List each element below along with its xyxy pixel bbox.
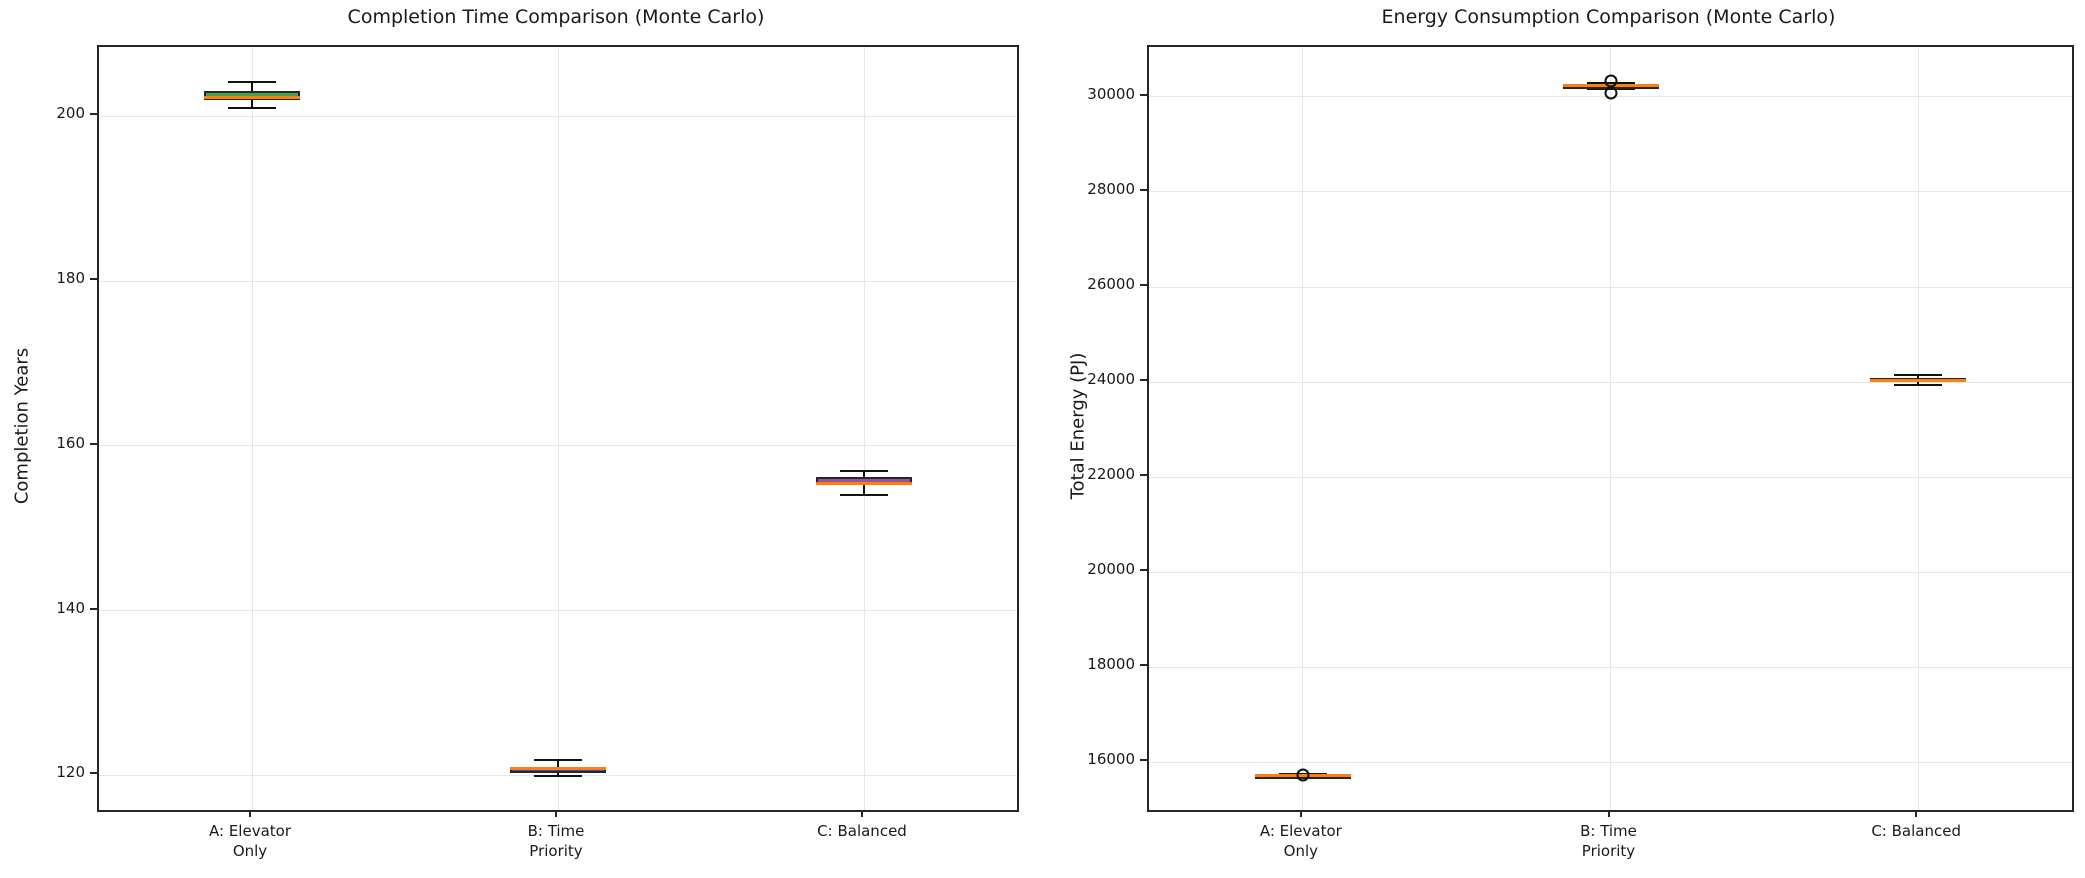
plot-area-energy-consumption bbox=[1147, 45, 2074, 812]
whisker-cap-upper bbox=[534, 758, 582, 761]
whisker-upper bbox=[863, 470, 865, 478]
panel-completion-time: Completion Time Comparison (Monte Carlo)… bbox=[0, 0, 1042, 878]
y-tick-mark bbox=[1140, 188, 1147, 191]
median-line bbox=[204, 95, 300, 99]
chart-title-energy-consumption: Energy Consumption Comparison (Monte Car… bbox=[1381, 6, 1836, 28]
x-tick-label: C: Balanced bbox=[817, 822, 907, 840]
x-gridline bbox=[557, 47, 559, 810]
y-tick-label: 28000 bbox=[1087, 179, 1135, 198]
y-tick-mark bbox=[90, 772, 97, 775]
whisker-cap-lower bbox=[534, 775, 582, 778]
whisker-upper bbox=[557, 759, 559, 768]
x-tick-label: B: Time Priority bbox=[1580, 822, 1637, 861]
x-tick-mark bbox=[555, 810, 557, 817]
y-tick-label: 22000 bbox=[1087, 465, 1135, 484]
plot-area-completion-time bbox=[97, 45, 1019, 812]
y-tick-mark bbox=[1140, 664, 1147, 667]
y-tick-mark bbox=[90, 113, 97, 116]
outlier-point bbox=[1604, 86, 1617, 100]
y-tick-label: 26000 bbox=[1087, 275, 1135, 294]
y-tick-mark bbox=[90, 607, 97, 610]
whisker-cap-lower bbox=[840, 494, 888, 497]
x-tick-label: A: Elevator Only bbox=[1259, 822, 1342, 861]
x-tick-mark bbox=[1299, 810, 1302, 817]
y-tick-mark bbox=[1140, 284, 1147, 287]
y-tick-label: 16000 bbox=[1087, 750, 1135, 769]
whisker-cap-upper bbox=[1894, 373, 1943, 376]
x-gridline bbox=[1610, 47, 1611, 810]
outlier-point bbox=[1296, 768, 1310, 782]
y-tick-mark bbox=[1140, 379, 1147, 382]
y-tick-mark bbox=[1140, 569, 1147, 572]
whisker-lower bbox=[863, 485, 865, 496]
x-tick-mark bbox=[249, 810, 251, 817]
whisker-cap-upper bbox=[228, 80, 276, 83]
y-tick-mark bbox=[1140, 93, 1147, 96]
y-tick-label: 160 bbox=[56, 433, 85, 452]
whisker-lower bbox=[557, 773, 559, 777]
y-tick-label: 20000 bbox=[1087, 560, 1135, 579]
whisker-upper bbox=[1917, 374, 1920, 378]
y-tick-label: 140 bbox=[56, 598, 85, 617]
y-tick-label: 180 bbox=[56, 269, 85, 287]
whisker-upper bbox=[251, 81, 253, 91]
y-tick-label: 200 bbox=[56, 104, 85, 123]
y-axis-label-completion-years: Completion Years bbox=[11, 347, 33, 505]
x-tick-label: B: Time Priority bbox=[527, 822, 585, 861]
y-tick-mark bbox=[90, 442, 97, 445]
x-tick-mark bbox=[861, 810, 863, 817]
x-tick-mark bbox=[1915, 810, 1918, 817]
y-tick-label: 24000 bbox=[1087, 370, 1135, 389]
y-tick-mark bbox=[90, 278, 97, 280]
median-line bbox=[1870, 378, 1967, 382]
median-line bbox=[510, 766, 606, 770]
x-tick-mark bbox=[1607, 810, 1610, 817]
y-tick-label: 30000 bbox=[1087, 84, 1135, 103]
panel-energy-consumption: Energy Consumption Comparison (Monte Car… bbox=[1042, 0, 2085, 878]
y-tick-mark bbox=[1140, 474, 1147, 477]
x-gridline bbox=[1917, 47, 1919, 810]
whisker-cap-upper bbox=[840, 469, 888, 472]
whisker-cap-lower bbox=[228, 106, 276, 109]
median-line bbox=[816, 481, 912, 485]
whisker-lower bbox=[251, 99, 253, 108]
x-gridline bbox=[863, 47, 865, 810]
y-tick-label: 120 bbox=[56, 763, 85, 782]
x-tick-label: C: Balanced bbox=[1871, 822, 1961, 840]
chart-title-completion-time: Completion Time Comparison (Monte Carlo) bbox=[347, 6, 765, 28]
x-tick-label: A: Elevator Only bbox=[209, 822, 291, 861]
x-gridline bbox=[1302, 47, 1304, 810]
whisker-cap-lower bbox=[1894, 384, 1943, 386]
whisker-lower bbox=[1917, 381, 1920, 385]
x-gridline bbox=[251, 47, 253, 810]
y-tick-label: 18000 bbox=[1087, 655, 1135, 674]
y-tick-mark bbox=[1140, 759, 1147, 762]
